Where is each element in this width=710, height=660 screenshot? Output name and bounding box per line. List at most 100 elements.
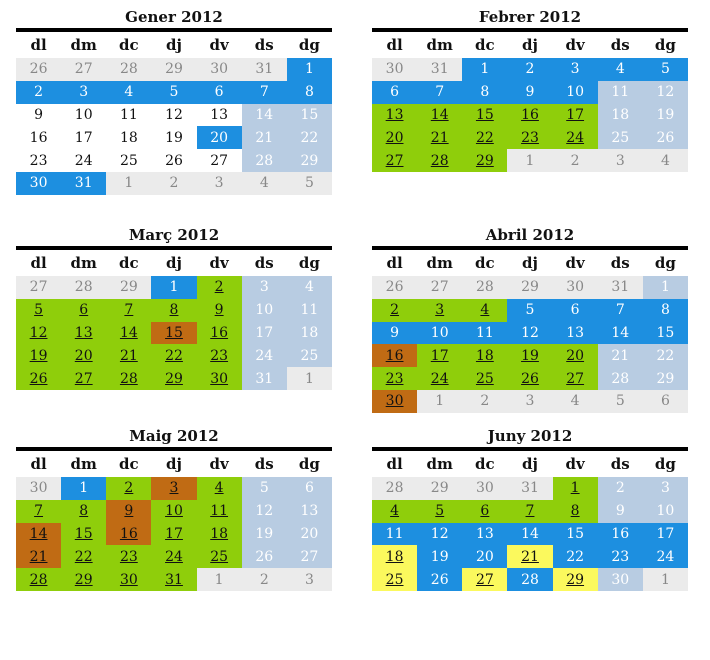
day-cell[interactable]: 17 — [151, 522, 197, 546]
day-cell[interactable]: 17 — [61, 126, 107, 150]
day-cell[interactable]: 12 — [417, 522, 463, 546]
day-cell[interactable]: 23 — [597, 545, 643, 569]
day-cell[interactable]: 31 — [61, 171, 107, 195]
day-cell[interactable]: 4 — [597, 58, 643, 81]
day-cell[interactable]: 10 — [241, 298, 287, 322]
day-cell[interactable]: 29 — [61, 568, 107, 591]
day-cell[interactable]: 7 — [106, 298, 152, 322]
day-cell[interactable]: 21 — [106, 344, 152, 368]
day-cell[interactable]: 2 — [372, 298, 418, 322]
day-cell[interactable]: 4 — [286, 276, 332, 299]
day-cell[interactable]: 5 — [417, 499, 463, 523]
day-cell[interactable]: 11 — [597, 80, 643, 104]
day-cell[interactable]: 29 — [286, 149, 332, 172]
day-cell[interactable]: 14 — [241, 103, 287, 127]
day-cell[interactable]: 9 — [597, 499, 643, 523]
day-cell[interactable]: 22 — [151, 344, 197, 368]
day-cell[interactable]: 16 — [106, 522, 152, 546]
day-cell[interactable]: 9 — [196, 298, 242, 322]
day-cell[interactable]: 29 — [552, 568, 598, 591]
day-cell[interactable]: 12 — [151, 103, 197, 127]
day-cell[interactable]: 21 — [597, 344, 643, 368]
day-cell[interactable]: 11 — [286, 298, 332, 322]
day-cell[interactable]: 7 — [417, 80, 463, 104]
day-cell[interactable]: 6 — [61, 298, 107, 322]
day-cell[interactable]: 10 — [151, 499, 197, 523]
day-cell[interactable]: 27 — [462, 568, 508, 591]
day-cell[interactable]: 28 — [106, 367, 152, 390]
day-cell[interactable]: 5 — [507, 298, 553, 322]
day-cell[interactable]: 20 — [61, 344, 107, 368]
day-cell[interactable]: 27 — [61, 367, 107, 390]
day-cell[interactable]: 1 — [642, 276, 688, 299]
day-cell[interactable]: 28 — [417, 149, 463, 172]
day-cell[interactable]: 30 — [16, 171, 62, 195]
day-cell[interactable]: 19 — [241, 522, 287, 546]
day-cell[interactable]: 30 — [106, 568, 152, 591]
day-cell[interactable]: 24 — [642, 545, 688, 569]
day-cell[interactable]: 8 — [286, 80, 332, 104]
day-cell[interactable]: 7 — [16, 499, 62, 523]
day-cell[interactable]: 20 — [552, 344, 598, 368]
day-cell[interactable]: 6 — [552, 298, 598, 322]
day-cell[interactable]: 12 — [507, 321, 553, 345]
day-cell[interactable]: 11 — [372, 522, 418, 546]
day-cell[interactable]: 26 — [417, 568, 463, 591]
day-cell[interactable]: 13 — [286, 499, 332, 523]
day-cell[interactable]: 13 — [552, 321, 598, 345]
day-cell[interactable]: 27 — [372, 149, 418, 172]
day-cell[interactable]: 30 — [196, 367, 242, 390]
day-cell[interactable]: 5 — [642, 58, 688, 81]
day-cell[interactable]: 8 — [552, 499, 598, 523]
day-cell[interactable]: 21 — [507, 545, 553, 569]
day-cell[interactable]: 30 — [597, 568, 643, 591]
day-cell[interactable]: 18 — [597, 103, 643, 127]
day-cell[interactable]: 4 — [372, 499, 418, 523]
day-cell[interactable]: 14 — [106, 321, 152, 345]
day-cell[interactable]: 3 — [642, 477, 688, 500]
day-cell[interactable]: 19 — [417, 545, 463, 569]
day-cell[interactable]: 6 — [196, 80, 242, 104]
day-cell[interactable]: 25 — [462, 367, 508, 390]
day-cell[interactable]: 7 — [597, 298, 643, 322]
day-cell[interactable]: 1 — [462, 58, 508, 81]
day-cell[interactable]: 13 — [372, 103, 418, 127]
day-cell[interactable]: 23 — [196, 344, 242, 368]
day-cell[interactable]: 15 — [151, 321, 197, 345]
day-cell[interactable]: 5 — [16, 298, 62, 322]
day-cell[interactable]: 18 — [106, 126, 152, 150]
day-cell[interactable]: 14 — [597, 321, 643, 345]
day-cell[interactable]: 23 — [507, 126, 553, 150]
day-cell[interactable]: 28 — [241, 149, 287, 172]
day-cell[interactable]: 23 — [16, 149, 62, 172]
day-cell[interactable]: 23 — [372, 367, 418, 390]
day-cell[interactable]: 10 — [552, 80, 598, 104]
day-cell[interactable]: 11 — [106, 103, 152, 127]
day-cell[interactable]: 5 — [241, 477, 287, 500]
day-cell[interactable]: 21 — [16, 545, 62, 569]
day-cell[interactable]: 22 — [642, 344, 688, 368]
day-cell[interactable]: 7 — [241, 80, 287, 104]
day-cell[interactable]: 20 — [372, 126, 418, 150]
day-cell[interactable]: 25 — [286, 344, 332, 368]
day-cell[interactable]: 14 — [16, 522, 62, 546]
day-cell[interactable]: 10 — [417, 321, 463, 345]
day-cell[interactable]: 9 — [16, 103, 62, 127]
day-cell[interactable]: 16 — [16, 126, 62, 150]
day-cell[interactable]: 14 — [417, 103, 463, 127]
day-cell[interactable]: 12 — [241, 499, 287, 523]
day-cell[interactable]: 6 — [286, 477, 332, 500]
day-cell[interactable]: 12 — [642, 80, 688, 104]
day-cell[interactable]: 11 — [462, 321, 508, 345]
day-cell[interactable]: 26 — [507, 367, 553, 390]
day-cell[interactable]: 17 — [552, 103, 598, 127]
day-cell[interactable]: 3 — [241, 276, 287, 299]
day-cell[interactable]: 4 — [196, 477, 242, 500]
day-cell[interactable]: 10 — [642, 499, 688, 523]
day-cell[interactable]: 20 — [286, 522, 332, 546]
day-cell[interactable]: 22 — [61, 545, 107, 569]
day-cell[interactable]: 16 — [597, 522, 643, 546]
day-cell[interactable]: 24 — [241, 344, 287, 368]
day-cell[interactable]: 13 — [462, 522, 508, 546]
day-cell[interactable]: 10 — [61, 103, 107, 127]
